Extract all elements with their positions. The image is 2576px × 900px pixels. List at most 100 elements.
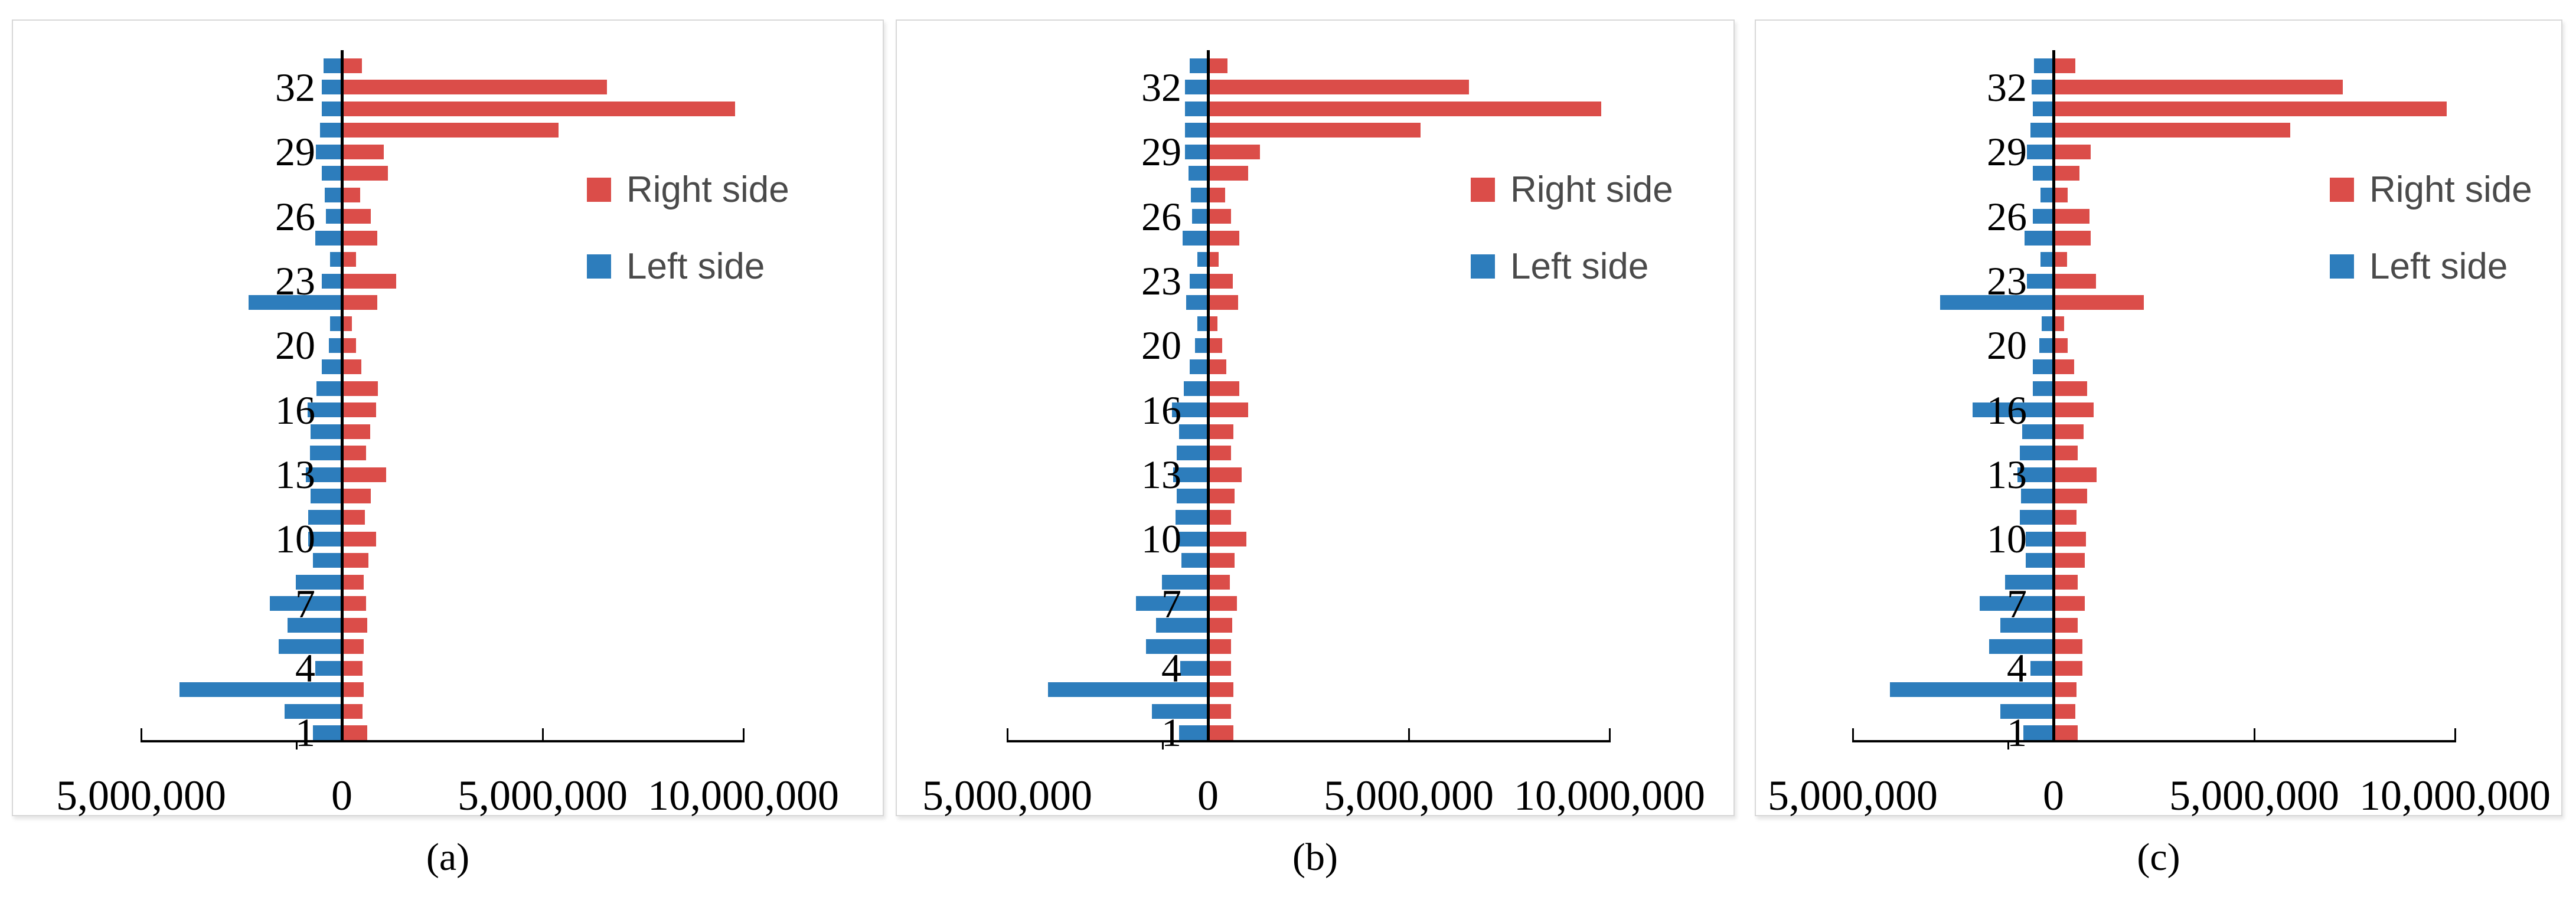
right-bar-row-9 [2053, 230, 2091, 246]
right-bar-row-27 [2053, 617, 2078, 633]
legend-label-left: Left side [1510, 246, 1649, 287]
right-bar-row-25 [2053, 574, 2078, 590]
left-bar-row-8 [1191, 209, 1208, 224]
left-bar-row-17 [1972, 402, 2053, 418]
right-bar-row-28 [342, 639, 364, 654]
left-bar-row-3 [1185, 101, 1208, 116]
left-bar-row-1 [2034, 58, 2053, 73]
left-bar-row-26 [269, 596, 342, 611]
right-bar-row-12 [1208, 294, 1238, 310]
left-bar-row-22 [308, 510, 342, 525]
right-bar-row-15 [1208, 359, 1226, 375]
left-bar-row-23 [2026, 531, 2053, 546]
left-bar-row-31 [2000, 703, 2053, 719]
right-bar-row-30 [342, 682, 364, 698]
x-axis-line [1007, 740, 1609, 742]
x-axis-tick [542, 728, 544, 742]
y-axis-label-1: 1 [1161, 710, 1181, 755]
left-bar-row-3 [2033, 101, 2053, 116]
y-axis-label-10: 10 [1987, 516, 2027, 562]
zero-axis-line [341, 50, 344, 742]
y-axis-label-23: 23 [1141, 258, 1181, 303]
left-bar-row-15 [1190, 359, 1208, 375]
left-bar-row-30 [1890, 682, 2053, 698]
left-bar-row-32 [1179, 725, 1208, 740]
right-bar-row-24 [342, 553, 368, 568]
left-bar-row-18 [1179, 424, 1208, 439]
right-bar-row-1 [1208, 58, 1227, 73]
left-bar-row-7 [1191, 187, 1208, 202]
left-bar-row-11 [2027, 273, 2053, 289]
y-axis-label-7: 7 [295, 581, 315, 626]
left-bar-row-11 [1190, 273, 1208, 289]
y-axis-label-23: 23 [275, 258, 315, 303]
right-bar-row-19 [1208, 446, 1231, 461]
legend-item-left-side: Left side [2330, 246, 2508, 287]
right-bar-row-23 [342, 531, 376, 546]
y-axis-label-16: 16 [1987, 387, 2027, 433]
left-bar-row-29 [2030, 660, 2053, 676]
x-axis-tick-label: 10,000,000 [648, 772, 839, 819]
left-bar-row-9 [1183, 230, 1208, 246]
left-bar-row-14 [2039, 338, 2053, 353]
left-bar-row-9 [2025, 230, 2053, 246]
left-bar-row-1 [324, 58, 342, 73]
left-bar-row-25 [2005, 574, 2053, 590]
right-bar-row-23 [2053, 531, 2087, 546]
left-bar-row-3 [322, 101, 342, 116]
right-bar-row-6 [2053, 166, 2079, 181]
legend-item-left-side: Left side [1471, 246, 1648, 287]
left-bar-row-26 [1135, 596, 1208, 611]
left-bar-row-15 [2033, 359, 2053, 375]
left-bar-row-27 [287, 617, 342, 633]
left-bar-row-32 [2023, 725, 2053, 740]
plot-area-c: 32 29 26 23 20 16 13 10 7 4 1 5,000,000 0 5,000,000 10… [1756, 21, 2561, 819]
left-bar-row-24 [2026, 553, 2053, 568]
right-bar-row-11 [1208, 273, 1233, 289]
right-bar-row-12 [342, 294, 377, 310]
chart-panel-c: 32 29 26 23 20 16 13 10 7 4 1 5,000,000 0 5,000,000 10… [1755, 19, 2562, 819]
left-bar-row-6 [2033, 166, 2053, 181]
y-axis-label-32: 32 [1141, 64, 1181, 110]
left-bar-row-27 [1155, 617, 1208, 633]
right-bar-row-5 [2053, 144, 2091, 159]
left-bar-row-4 [2030, 123, 2053, 138]
y-axis-label-20: 20 [275, 323, 315, 368]
right-bar-row-17 [342, 402, 376, 418]
left-bar-row-2 [322, 80, 342, 95]
right-bar-row-28 [1208, 639, 1231, 654]
left-bar-row-5 [315, 144, 342, 159]
right-bar-row-4 [1208, 123, 1421, 138]
right-bar-row-15 [2053, 359, 2074, 375]
y-axis-label-7: 7 [2007, 581, 2027, 626]
legend-item-right-side: Right side [587, 169, 789, 211]
left-bar-row-22 [2019, 510, 2053, 525]
right-bar-row-2 [1208, 80, 1469, 95]
left-bar-row-31 [1152, 703, 1208, 719]
right-bar-row-8 [2053, 209, 2089, 224]
right-bar-row-8 [1208, 209, 1231, 224]
right-bar-row-32 [342, 725, 367, 740]
x-axis-tick-label: 5,000,000 [1768, 772, 1938, 819]
category-axis-end-tick [296, 740, 298, 750]
x-axis-tick-label: 5,000,000 [922, 772, 1092, 819]
right-bar-row-2 [342, 80, 607, 95]
legend-label-left: Left side [626, 246, 765, 287]
left-bar-row-5 [2027, 144, 2053, 159]
left-bar-row-23 [1176, 531, 1208, 546]
left-bar-row-19 [309, 446, 342, 461]
right-bar-row-6 [342, 166, 388, 181]
left-bar-row-10 [1197, 252, 1208, 267]
y-axis-label-20: 20 [1141, 323, 1181, 368]
left-bar-row-21 [2020, 489, 2053, 503]
y-axis-label-26: 26 [1987, 194, 2027, 239]
left-bar-row-20 [1173, 467, 1208, 482]
left-bar-row-26 [1979, 596, 2053, 611]
legend-item-left-side: Left side [587, 246, 765, 287]
x-axis-tick-label: 5,000,000 [2169, 772, 2339, 819]
left-bar-row-19 [1176, 446, 1208, 461]
right-bar-row-26 [2053, 596, 2085, 611]
right-bar-row-4 [342, 123, 559, 138]
left-bar-row-10 [329, 252, 342, 267]
